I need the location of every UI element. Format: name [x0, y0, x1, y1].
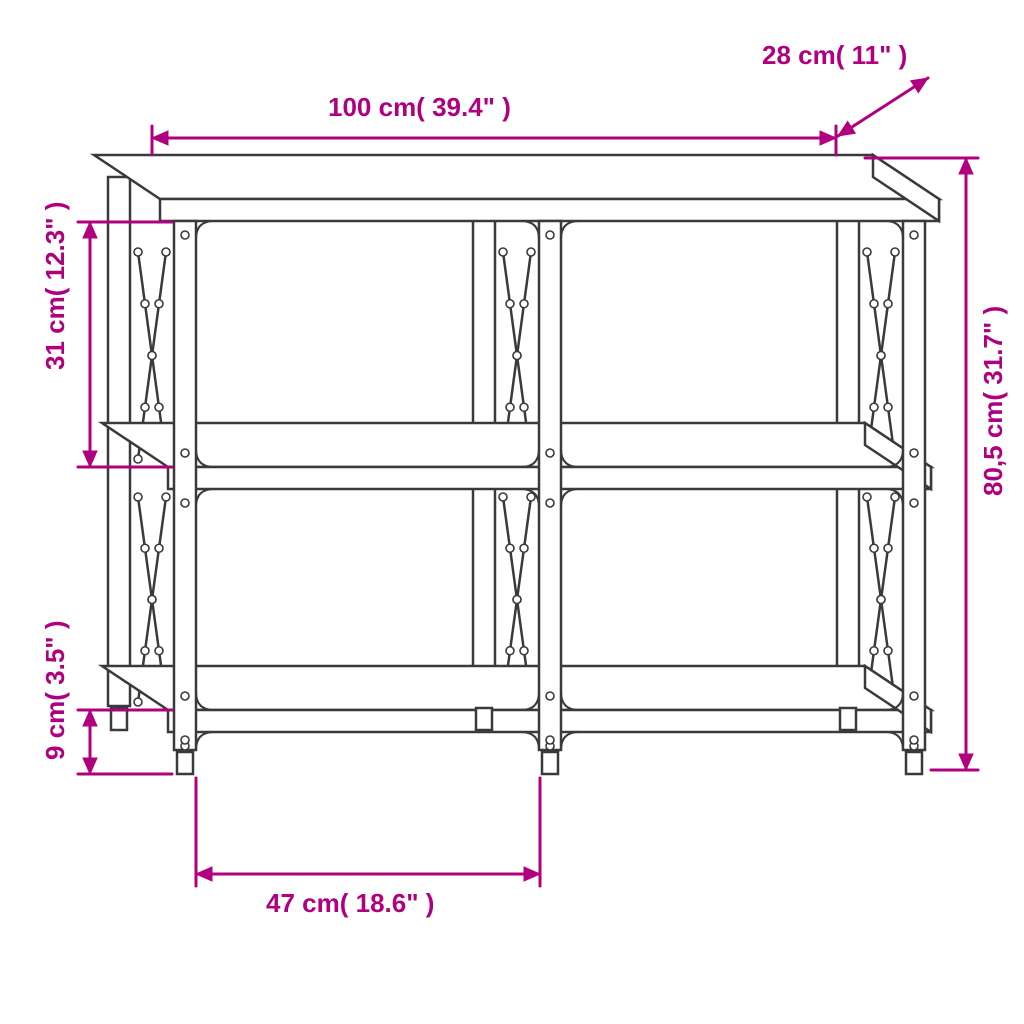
dim-width-label: 100 cm( 39.4" ) [328, 92, 511, 123]
dim-bay-label: 47 cm( 18.6" ) [266, 888, 434, 919]
dim-shelf-label: 31 cm( 12.3" ) [40, 202, 71, 370]
dimension-drawing: 100 cm( 39.4" ) 28 cm( 11" ) 80,5 cm( 31… [0, 0, 1024, 1024]
dim-foot-label: 9 cm( 3.5" ) [40, 621, 71, 761]
dim-height-label: 80,5 cm( 31.7" ) [978, 306, 1009, 496]
dim-depth-label: 28 cm( 11" ) [762, 40, 907, 71]
drawing-svg [0, 0, 1024, 1024]
